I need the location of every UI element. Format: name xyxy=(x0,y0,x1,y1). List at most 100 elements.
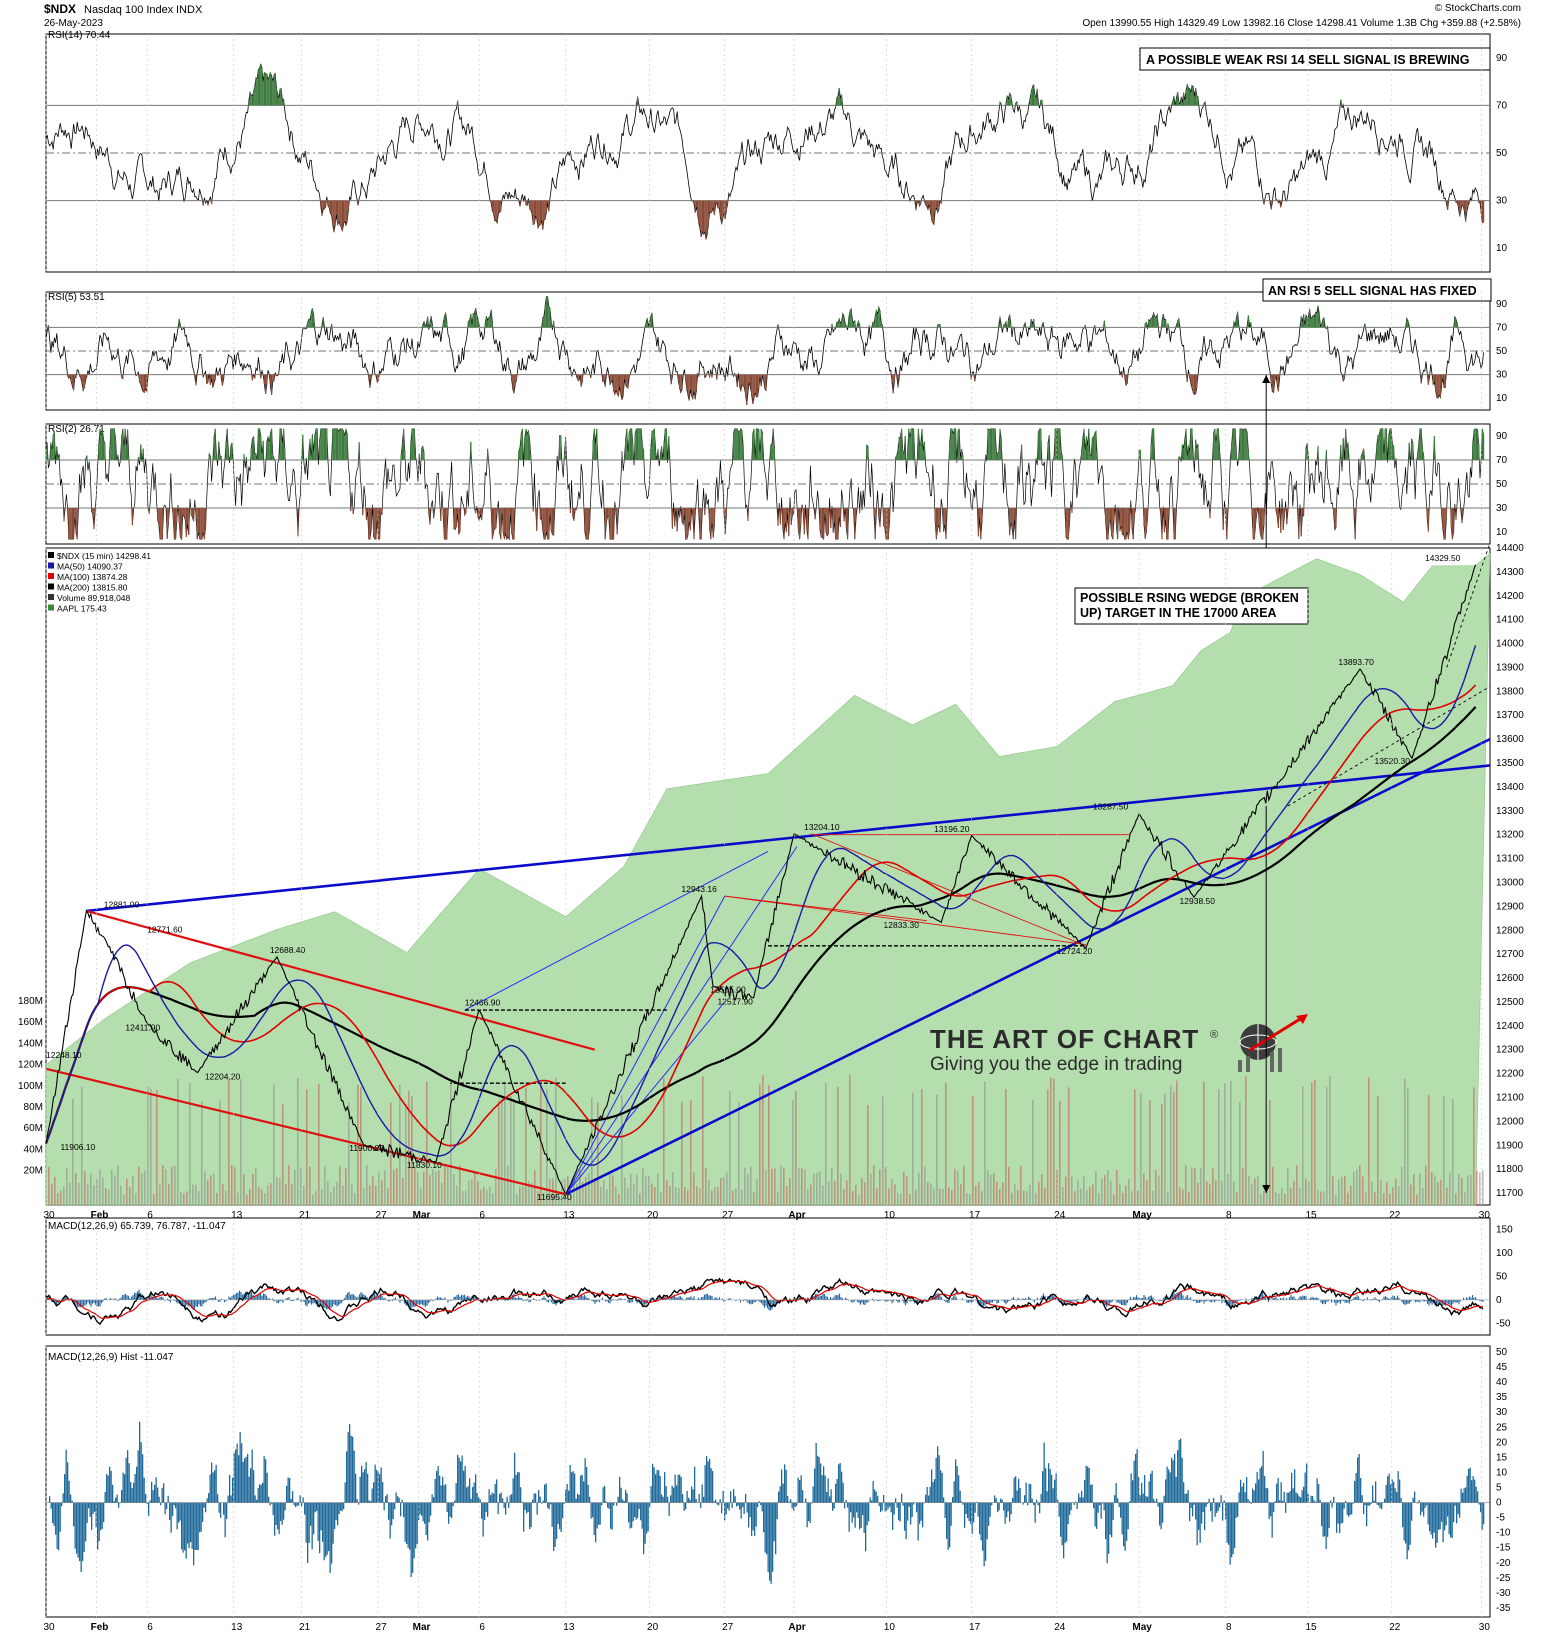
rsi14-label: RSI(14) 70.44 xyxy=(48,30,111,41)
volume-bar xyxy=(78,1183,80,1205)
date-label: 24 xyxy=(1054,1622,1066,1633)
date-label: Feb xyxy=(91,1210,109,1221)
macd-tick: 150 xyxy=(1496,1225,1513,1236)
price-label: 11830.10 xyxy=(407,1160,442,1170)
volume-bar xyxy=(219,1100,221,1205)
volume-bar xyxy=(1329,1076,1331,1205)
volume-bar xyxy=(840,1173,842,1205)
volume-tick: 160M xyxy=(18,1017,43,1028)
volume-bar xyxy=(1155,1170,1157,1205)
date-label: 30 xyxy=(1479,1622,1491,1633)
volume-bar xyxy=(54,1176,56,1205)
volume-bar xyxy=(870,1173,872,1205)
date-label: 13 xyxy=(231,1622,243,1633)
volume-bar xyxy=(198,1191,200,1205)
volume-bar xyxy=(48,1166,50,1205)
volume-bar xyxy=(330,1192,332,1205)
volume-tick: 20M xyxy=(24,1166,43,1177)
volume-bar xyxy=(939,1188,941,1205)
symbol: $NDX xyxy=(44,2,76,16)
volume-bar xyxy=(1248,1176,1250,1205)
volume-bar xyxy=(1356,1169,1358,1205)
volume-bar xyxy=(474,1173,476,1205)
date-label: 27 xyxy=(376,1622,388,1633)
volume-bar xyxy=(279,1177,281,1205)
volume-bar xyxy=(141,1173,143,1205)
volume-bar xyxy=(594,1178,596,1205)
price-tick: 12600 xyxy=(1496,973,1524,984)
volume-bar xyxy=(669,1185,671,1205)
legend-swatch xyxy=(48,562,54,569)
volume-bar xyxy=(318,1083,320,1205)
rsi-tick: 70 xyxy=(1496,455,1508,466)
volume-bar xyxy=(792,1100,794,1205)
volume-bar xyxy=(963,1165,965,1205)
volume-bar xyxy=(681,1101,683,1205)
price-label: 12688.40 xyxy=(270,945,306,955)
date-label: 13 xyxy=(231,1210,243,1221)
volume-bar xyxy=(849,1075,851,1205)
volume-bar xyxy=(774,1168,776,1205)
volume-bar xyxy=(696,1186,698,1205)
date-label: 10 xyxy=(884,1210,896,1221)
volume-bar xyxy=(1008,1166,1010,1205)
volume-bar xyxy=(1188,1192,1190,1205)
exchange: INDX xyxy=(176,4,203,16)
volume-bar xyxy=(795,1091,797,1205)
volume-bar xyxy=(57,1193,59,1205)
legend-entry: MA(200) 13815.80 xyxy=(57,583,128,593)
volume-bar xyxy=(609,1171,611,1205)
price-tick: 12700 xyxy=(1496,949,1524,960)
volume-bar xyxy=(1215,1180,1217,1205)
volume-bar xyxy=(180,1191,182,1205)
volume-bar xyxy=(483,1186,485,1205)
volume-bar xyxy=(336,1182,338,1205)
volume-bar xyxy=(1068,1087,1070,1205)
volume-bar xyxy=(162,1165,164,1205)
wedge-callout-line2: UP) TARGET IN THE 17000 AREA xyxy=(1080,606,1277,620)
volume-bar xyxy=(1269,1099,1271,1205)
volume-bar xyxy=(633,1183,635,1205)
volume-bar xyxy=(1302,1086,1304,1205)
macd-tick: -50 xyxy=(1496,1318,1511,1329)
price-label: 11900.80 xyxy=(349,1143,384,1153)
volume-bar xyxy=(654,1187,656,1205)
volume-bar xyxy=(1251,1184,1253,1205)
date-label: 30 xyxy=(43,1622,55,1633)
volume-bar xyxy=(966,1193,968,1205)
volume-bar xyxy=(153,1193,155,1205)
date-label: 22 xyxy=(1389,1622,1401,1633)
volume-bar xyxy=(861,1178,863,1205)
price-tick: 14000 xyxy=(1496,639,1524,650)
volume-bar xyxy=(867,1104,869,1205)
volume-bar xyxy=(546,1088,548,1205)
volume-bar xyxy=(1197,1182,1199,1205)
price-label: 13893.70 xyxy=(1338,657,1374,667)
volume-bar xyxy=(702,1076,704,1205)
volume-bar xyxy=(570,1189,572,1205)
price-tick: 13600 xyxy=(1496,734,1524,745)
volume-bar xyxy=(309,1166,311,1205)
volume-bar xyxy=(528,1181,530,1205)
ma50-line xyxy=(45,645,1477,1166)
volume-bar xyxy=(759,1084,761,1205)
copyright: © StockCharts.com xyxy=(1435,3,1521,14)
volume-bar xyxy=(894,1184,896,1205)
volume-bar xyxy=(207,1180,209,1205)
volume-bar xyxy=(1461,1177,1463,1205)
volume-bar xyxy=(1191,1167,1193,1205)
volume-bar xyxy=(1389,1193,1391,1205)
date-label: 30 xyxy=(43,1210,55,1221)
hist-tick: -10 xyxy=(1496,1528,1511,1539)
volume-bar xyxy=(1383,1192,1385,1205)
volume-bar xyxy=(177,1078,179,1205)
volume-bar xyxy=(837,1086,839,1205)
price-tick: 11900 xyxy=(1496,1140,1524,1151)
ma200-line xyxy=(44,706,1477,1145)
macd-tick: 50 xyxy=(1496,1272,1508,1283)
hist-tick: -25 xyxy=(1496,1573,1511,1584)
volume-bar xyxy=(615,1186,617,1205)
volume-bar xyxy=(1095,1170,1097,1205)
date-label: 27 xyxy=(722,1622,734,1633)
